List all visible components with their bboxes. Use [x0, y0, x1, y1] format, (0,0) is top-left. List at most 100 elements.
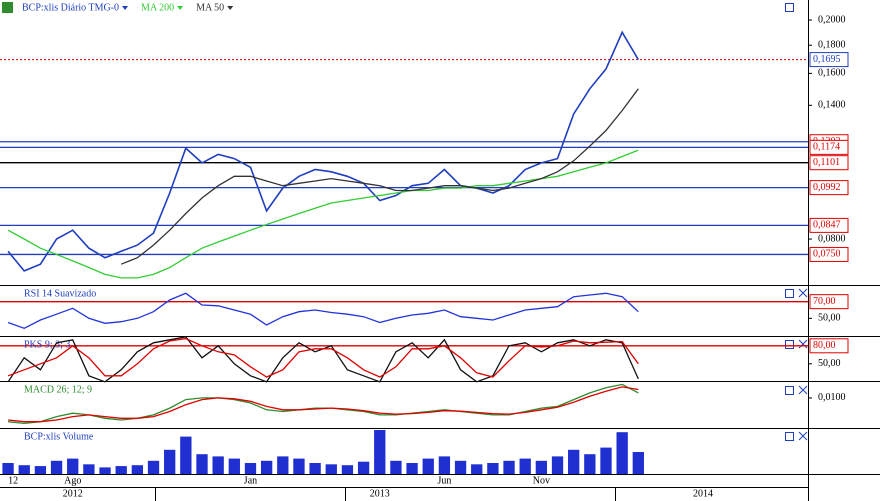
panel-title: BCP:xlis Volume	[24, 431, 94, 442]
volume-bar	[535, 460, 548, 474]
volume-bar	[2, 463, 14, 474]
volume-bar	[196, 454, 208, 474]
volume-bar	[260, 460, 273, 474]
volume-bar	[67, 458, 79, 474]
volume-bar	[83, 464, 95, 474]
level-label-box	[809, 139, 849, 155]
volume-bar	[244, 463, 257, 474]
volume-bar	[99, 467, 111, 474]
volume-bar	[164, 449, 176, 474]
volume-bar	[406, 463, 418, 474]
volume-bar	[34, 466, 47, 474]
panel-title: MACD 26; 12; 9	[24, 384, 92, 395]
volume-bar	[422, 458, 434, 474]
close-button[interactable]	[798, 385, 808, 395]
level-label-box	[809, 217, 849, 233]
volume-bar	[357, 461, 370, 474]
y-tick-label: 0,0800	[818, 233, 846, 244]
volume-bar	[341, 465, 354, 474]
level-label: 70,00	[813, 296, 836, 307]
last-price-label: 0,1695	[813, 54, 841, 65]
y-tick-label: 0,2000	[818, 14, 846, 25]
volume-bar	[616, 432, 628, 474]
volume-bar	[131, 465, 144, 474]
volume-bar	[325, 464, 337, 474]
level-label-box	[809, 338, 849, 354]
x-year-label: 2012	[63, 488, 83, 499]
legend-dropdown	[227, 6, 234, 10]
level-label: 0,0750	[813, 249, 841, 260]
volume-bar	[632, 452, 644, 474]
x-tick-label: Nov	[533, 475, 550, 486]
y-tick-label: 50,00	[818, 358, 841, 369]
x-tick-label: Jan	[244, 475, 257, 486]
volume-bar	[147, 460, 160, 474]
series-line	[7, 149, 639, 279]
volume-bar	[115, 466, 127, 474]
level-label-box	[809, 246, 849, 262]
maximize-button[interactable]	[785, 432, 794, 441]
close-button[interactable]	[798, 288, 808, 298]
panel-title: RSI 14 Suavizado	[24, 288, 96, 299]
level-label-box	[809, 294, 849, 310]
y-tick-label: 0,1800	[818, 40, 846, 51]
level-label: 0,1101	[813, 157, 840, 168]
level-label-box	[809, 155, 849, 171]
close-button[interactable]	[798, 431, 808, 441]
y-tick-label: 0,1600	[818, 68, 846, 79]
volume-bar	[18, 465, 30, 474]
level-label-box	[809, 180, 849, 196]
legend-entry: MA 50	[196, 2, 224, 13]
volume-bar	[519, 458, 531, 474]
volume-bar	[584, 454, 596, 474]
maximize-button[interactable]	[785, 340, 794, 349]
volume-bar	[277, 456, 289, 474]
y-tick-label: 0,1400	[818, 100, 846, 111]
volume-bar	[212, 456, 224, 474]
volume-bar	[50, 460, 63, 474]
volume-bar	[503, 460, 515, 474]
volume-bar	[600, 447, 612, 474]
level-label: 80,00	[813, 340, 836, 351]
maximize-button[interactable]	[785, 386, 794, 395]
series-line	[7, 292, 639, 330]
legend-dropdown	[177, 6, 184, 10]
y-tick-label: 0,0100	[818, 392, 846, 403]
legend-entry: BCP:xlis Diário TMG-0	[22, 2, 119, 13]
maximize-button[interactable]	[785, 3, 794, 12]
app-icon	[2, 2, 13, 13]
level-label: 0,1174	[813, 142, 840, 153]
volume-bar	[438, 456, 451, 474]
close-button[interactable]	[798, 339, 808, 349]
x-year-label: 2014	[693, 488, 713, 499]
level-label: 0,0992	[813, 182, 841, 193]
legend-entry: MA 200	[141, 2, 174, 13]
series-line	[7, 30, 639, 272]
y-tick-label: 50,00	[818, 313, 841, 324]
x-tick-label: 12	[8, 475, 18, 486]
legend-dropdown	[122, 6, 129, 10]
x-tick-label: Jun	[437, 475, 451, 486]
panel-title: PKS 9; 3; 3	[24, 339, 70, 350]
maximize-button[interactable]	[785, 289, 794, 298]
volume-bar	[180, 436, 192, 474]
level-label: 0,0847	[813, 220, 841, 231]
volume-bar	[374, 430, 386, 474]
volume-bar	[568, 449, 580, 474]
volume-bar	[293, 458, 305, 474]
x-year-label: 2013	[370, 488, 390, 499]
series-line	[120, 88, 639, 265]
series-line	[8, 386, 639, 423]
volume-bar	[487, 463, 499, 474]
volume-bar	[551, 456, 564, 474]
volume-bar	[471, 464, 483, 474]
volume-bar	[228, 458, 240, 474]
volume-bar	[390, 460, 402, 474]
x-tick-label: Ago	[64, 475, 81, 486]
volume-bar	[454, 460, 467, 474]
volume-bar	[309, 463, 321, 474]
last-price-box	[809, 52, 849, 68]
